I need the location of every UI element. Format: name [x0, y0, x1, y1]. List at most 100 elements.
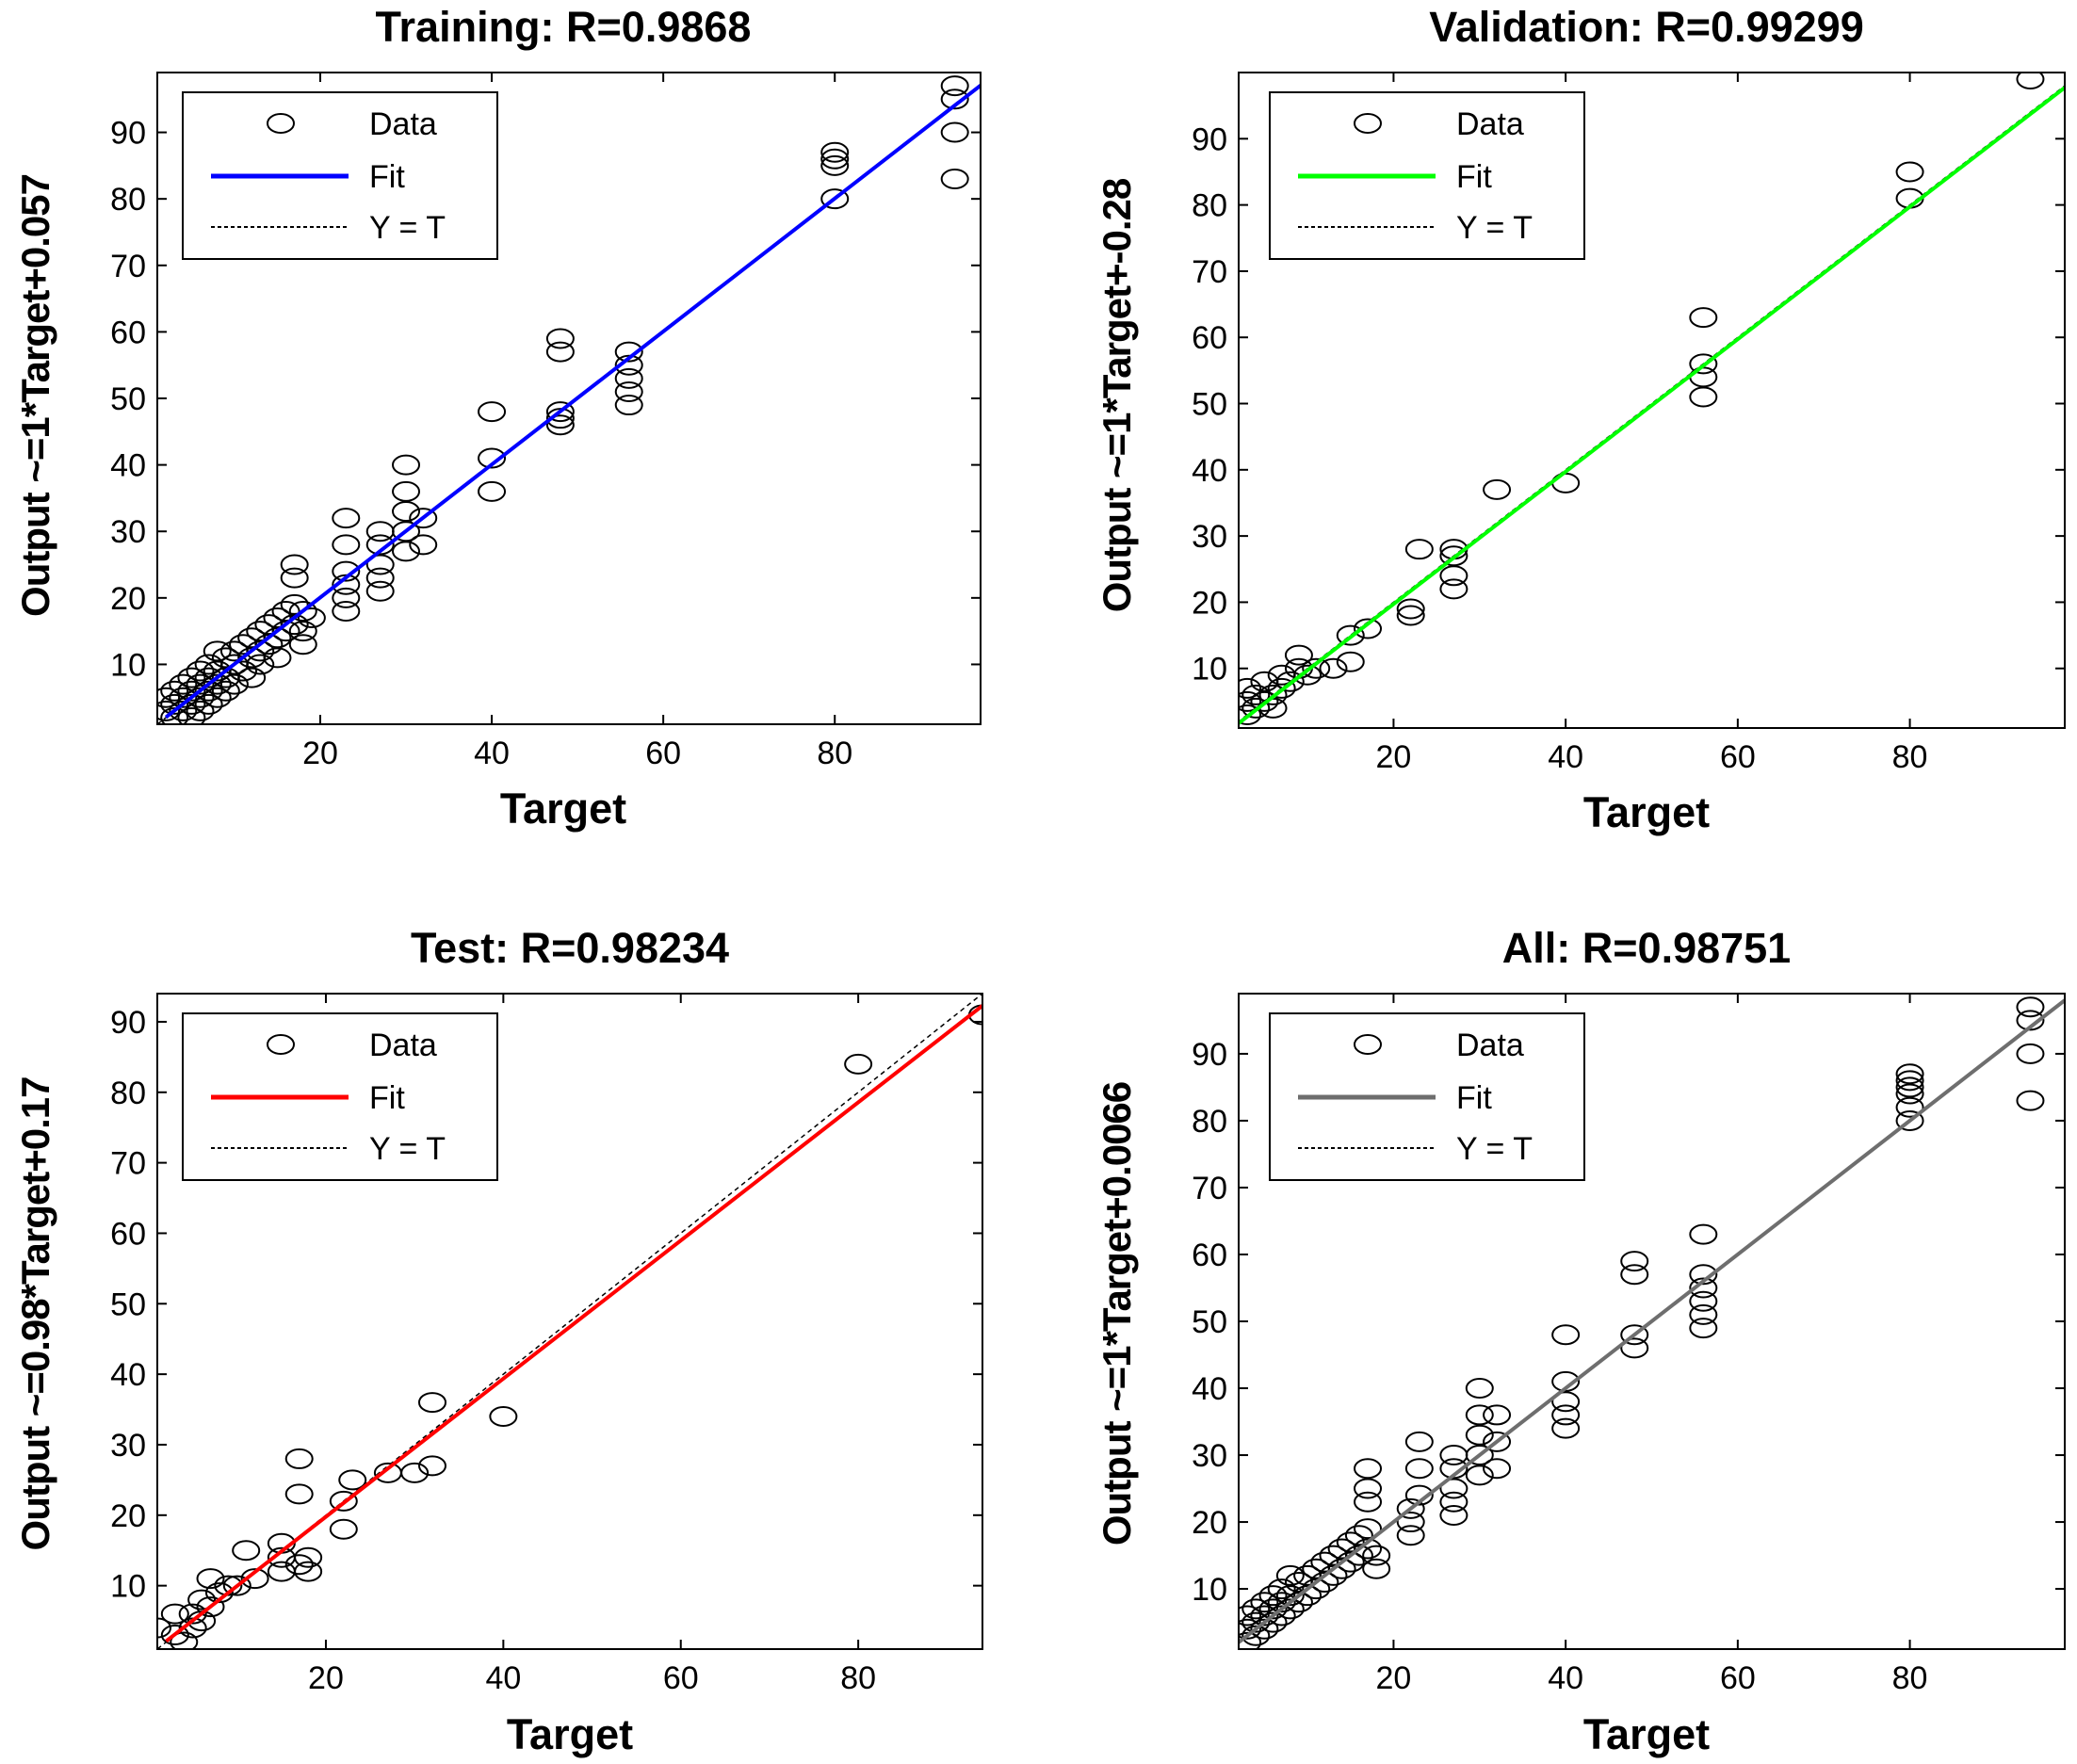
data-point	[1354, 1458, 1383, 1480]
data-point	[280, 593, 309, 615]
data-point	[1689, 353, 1718, 375]
y-tick-label: 50	[1192, 1304, 1227, 1340]
data-point	[187, 1589, 217, 1610]
data-point	[1404, 1431, 1434, 1452]
y-tick-label: 40	[1192, 453, 1227, 489]
data-point	[271, 621, 300, 642]
data-point	[169, 673, 198, 695]
legend-data-marker	[1354, 1034, 1382, 1055]
data-point	[177, 706, 206, 724]
data-point	[418, 1392, 446, 1414]
data-point	[1336, 651, 1365, 672]
data-point	[284, 1483, 314, 1505]
data-point	[229, 660, 258, 682]
data-point	[288, 634, 317, 655]
data-point	[194, 693, 223, 715]
data-point	[1258, 684, 1288, 705]
data-point	[478, 401, 507, 423]
data-point	[157, 687, 181, 708]
data-point	[284, 1448, 314, 1469]
test-xlabel: Target	[507, 1710, 633, 1758]
data-point	[614, 395, 643, 416]
y-tick-label: 20	[110, 1498, 146, 1534]
data-point	[614, 341, 643, 363]
y-tick-label: 10	[1192, 1572, 1227, 1608]
data-point	[1483, 478, 1512, 500]
data-point	[1483, 1404, 1512, 1426]
y-tick-label: 30	[110, 514, 146, 550]
data-point	[1551, 1370, 1581, 1392]
fit-line	[165, 1004, 982, 1643]
data-point	[1439, 545, 1469, 567]
legend-fit-label: Fit	[369, 1080, 405, 1116]
data-point	[1689, 1264, 1718, 1286]
data-point	[1354, 1478, 1383, 1499]
data-point	[1439, 565, 1469, 587]
data-point	[1551, 1324, 1581, 1346]
data-point	[1895, 1109, 1924, 1131]
data-point	[1895, 1063, 1924, 1085]
data-point	[1239, 1605, 1262, 1626]
data-point	[1336, 1551, 1365, 1573]
data-point	[178, 1603, 207, 1625]
data-point	[1465, 1445, 1494, 1466]
data-point	[294, 1546, 323, 1568]
y-tick-label: 80	[110, 1076, 146, 1111]
data-point	[329, 1490, 358, 1512]
data-point	[1483, 1458, 1512, 1480]
x-tick-label: 40	[1548, 1660, 1583, 1696]
data-point	[246, 640, 275, 662]
data-point	[1275, 1585, 1305, 1607]
data-point	[1439, 578, 1469, 600]
data-point	[332, 560, 361, 582]
y-tick-label: 40	[1192, 1371, 1227, 1407]
data-point	[203, 673, 232, 695]
validation-xlabel: Target	[1583, 788, 1710, 836]
data-point	[1620, 1324, 1649, 1346]
data-point	[177, 680, 206, 702]
data-point	[284, 1554, 314, 1576]
data-point	[1267, 1578, 1296, 1600]
x-tick-label: 40	[485, 1660, 521, 1696]
data-point	[1258, 1611, 1288, 1633]
data-point	[365, 567, 395, 589]
training-title: Training: R=0.9868	[376, 3, 752, 51]
data-point	[271, 600, 300, 622]
y-tick-label: 90	[110, 116, 146, 152]
legend-identity-label: Y = T	[369, 210, 446, 246]
data-point	[1396, 1512, 1425, 1533]
data-point	[1895, 1076, 1924, 1098]
y-tick-label: 60	[110, 315, 146, 350]
data-point	[1551, 1391, 1581, 1413]
data-point	[1362, 1558, 1391, 1579]
data-point	[280, 554, 309, 575]
y-tick-label: 60	[110, 1216, 146, 1252]
validation-panel: Validation: R=0.99299 Target Output ~=1*…	[1095, 3, 2066, 836]
data-point	[1241, 697, 1271, 719]
x-tick-label: 40	[1548, 739, 1583, 775]
data-point	[157, 1617, 171, 1639]
data-point	[1439, 1491, 1469, 1513]
data-point	[1250, 1592, 1279, 1613]
data-point	[1354, 1518, 1383, 1540]
data-point	[1239, 1618, 1262, 1640]
data-point	[478, 447, 507, 469]
data-point	[240, 1568, 269, 1590]
data-point	[1293, 664, 1322, 686]
data-point	[222, 1575, 252, 1596]
data-point	[332, 574, 361, 595]
data-point	[1895, 1096, 1924, 1118]
y-tick-label: 20	[1192, 1505, 1227, 1541]
data-point	[1689, 1223, 1718, 1245]
data-point	[1465, 1424, 1494, 1446]
data-point	[196, 1568, 225, 1590]
y-tick-label: 60	[1192, 1238, 1227, 1273]
validation-legend: Data Fit Y = T	[1269, 91, 1585, 260]
data-point	[1275, 1564, 1305, 1586]
data-point	[1551, 1417, 1581, 1439]
data-point	[365, 534, 395, 556]
data-point	[203, 640, 232, 662]
data-point	[1239, 677, 1262, 699]
data-point	[1310, 1571, 1339, 1593]
data-point	[1241, 1611, 1271, 1633]
